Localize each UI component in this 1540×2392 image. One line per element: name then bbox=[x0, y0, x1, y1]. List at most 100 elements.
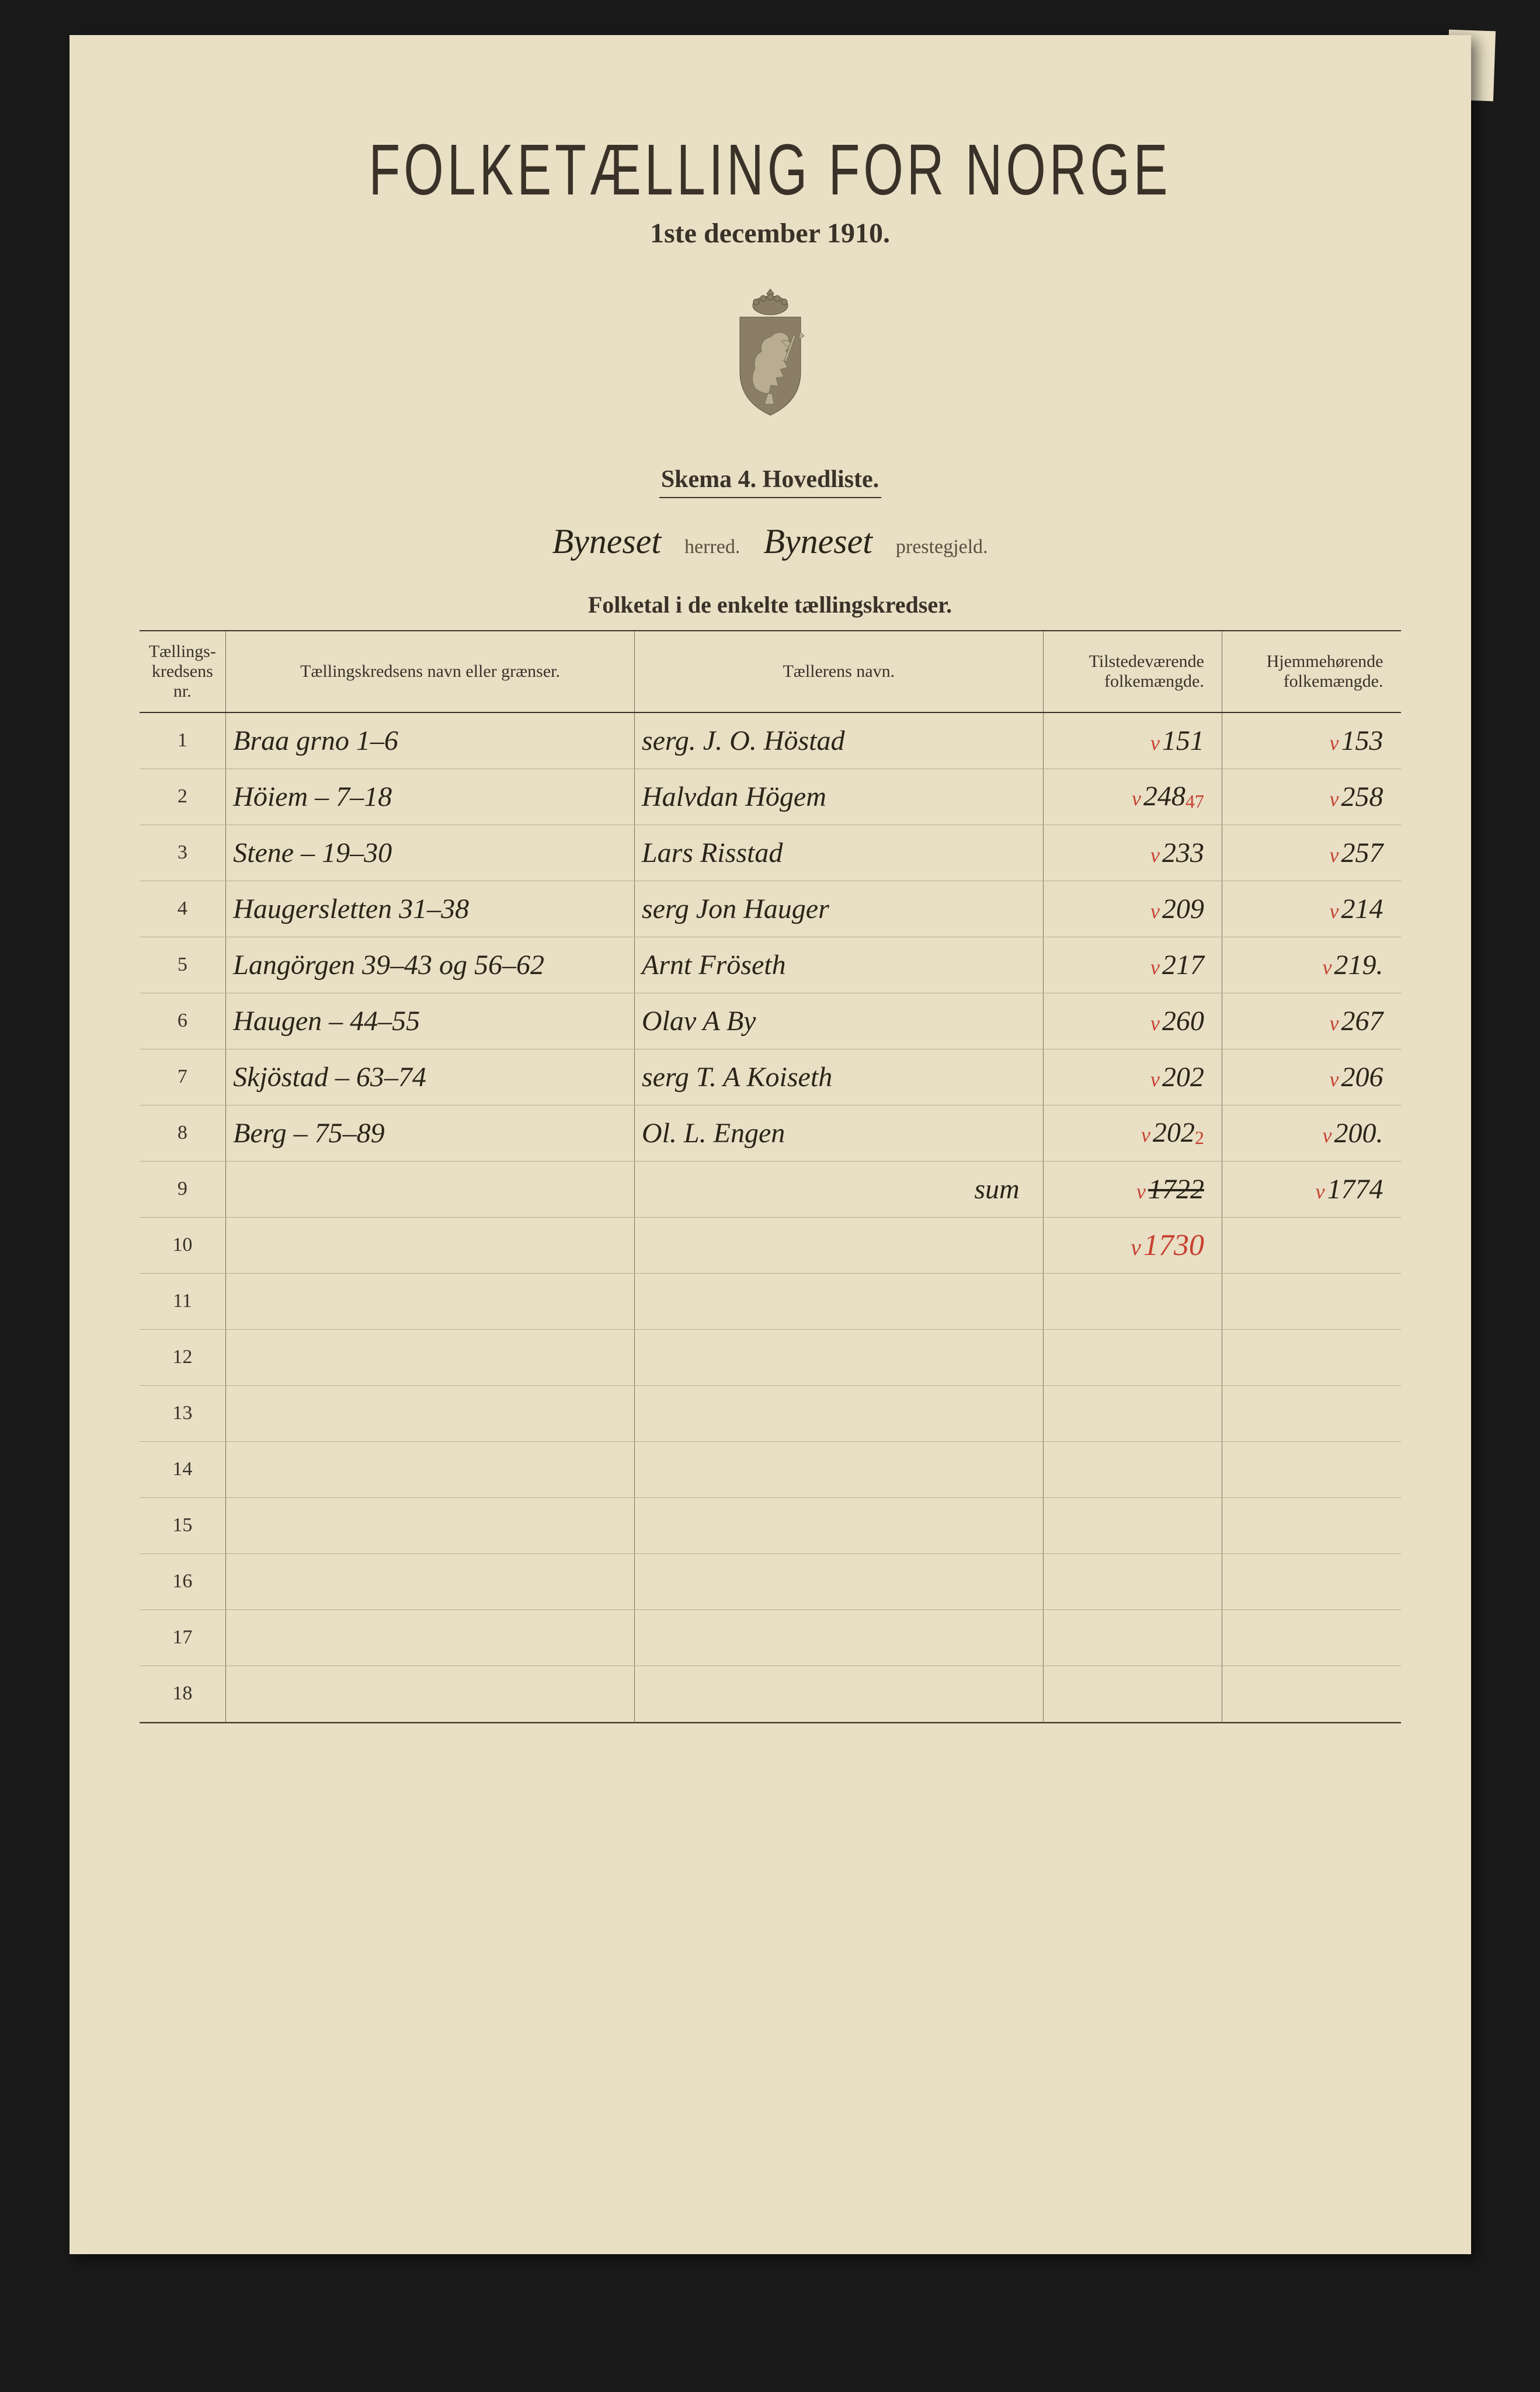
prestegjeld-label: prestegjeld. bbox=[896, 536, 988, 558]
cell-taeller: Arnt Fröseth bbox=[634, 937, 1043, 993]
page-title: FOLKETÆLLING FOR NORGE bbox=[140, 128, 1401, 212]
cell-nr: 5 bbox=[140, 937, 226, 993]
cell-name: Haugersletten 31–38 bbox=[226, 881, 635, 937]
table-row: 10v1730 bbox=[140, 1217, 1401, 1273]
cell-nr: 8 bbox=[140, 1105, 226, 1161]
table-row: 14 bbox=[140, 1441, 1401, 1497]
cell-hjemme bbox=[1222, 1329, 1400, 1385]
table-row: 3Stene – 19–30Lars Risstadv233v257 bbox=[140, 825, 1401, 881]
herred-label: herred. bbox=[684, 536, 740, 558]
col-header-taeller: Tællerens navn. bbox=[634, 631, 1043, 712]
cell-taeller: Halvdan Högem bbox=[634, 769, 1043, 825]
cell-hjemme bbox=[1222, 1217, 1400, 1273]
cell-tilstede: v1722 bbox=[1043, 1161, 1222, 1217]
table-row: 13 bbox=[140, 1385, 1401, 1441]
col-header-name: Tællingskredsens navn eller grænser. bbox=[226, 631, 635, 712]
cell-nr: 4 bbox=[140, 881, 226, 937]
cell-name bbox=[226, 1329, 635, 1385]
table-row: 2Höiem – 7–18Halvdan Högemv24847v258 bbox=[140, 769, 1401, 825]
cell-tilstede bbox=[1043, 1441, 1222, 1497]
cell-nr: 10 bbox=[140, 1217, 226, 1273]
cell-tilstede bbox=[1043, 1273, 1222, 1329]
cell-tilstede bbox=[1043, 1609, 1222, 1666]
census-page: FOLKETÆLLING FOR NORGE 1ste december 191… bbox=[69, 35, 1471, 2254]
cell-tilstede: v2022 bbox=[1043, 1105, 1222, 1161]
folketal-heading: Folketal i de enkelte tællingskredser. bbox=[140, 591, 1401, 618]
cell-taeller bbox=[634, 1666, 1043, 1722]
cell-taeller bbox=[634, 1217, 1043, 1273]
cell-hjemme: v206 bbox=[1222, 1049, 1400, 1105]
cell-tilstede: v233 bbox=[1043, 825, 1222, 881]
cell-hjemme: v219. bbox=[1222, 937, 1400, 993]
cell-hjemme bbox=[1222, 1666, 1400, 1722]
cell-name: Höiem – 7–18 bbox=[226, 769, 635, 825]
cell-name: Stene – 19–30 bbox=[226, 825, 635, 881]
col-header-hjemme: Hjemmehørende folkemængde. bbox=[1222, 631, 1400, 712]
cell-hjemme bbox=[1222, 1385, 1400, 1441]
cell-nr: 11 bbox=[140, 1273, 226, 1329]
cell-taeller: Olav A By bbox=[634, 993, 1043, 1049]
cell-name bbox=[226, 1553, 635, 1609]
cell-hjemme bbox=[1222, 1553, 1400, 1609]
coat-of-arms-icon bbox=[718, 284, 823, 419]
cell-hjemme bbox=[1222, 1273, 1400, 1329]
cell-hjemme bbox=[1222, 1441, 1400, 1497]
cell-name bbox=[226, 1161, 635, 1217]
cell-tilstede: v151 bbox=[1043, 712, 1222, 769]
prestegjeld-name: Byneset bbox=[763, 521, 872, 562]
schema-label: Skema 4. Hovedliste. bbox=[140, 465, 1401, 493]
table-row: 9sumv1722v1774 bbox=[140, 1161, 1401, 1217]
table-row: 5Langörgen 39–43 og 56–62Arnt Frösethv21… bbox=[140, 937, 1401, 993]
cell-taeller: Ol. L. Engen bbox=[634, 1105, 1043, 1161]
cell-hjemme: v153 bbox=[1222, 712, 1400, 769]
col-header-tilstede: Tilstedeværende folkemængde. bbox=[1043, 631, 1222, 712]
table-row: 1Braa grno 1–6serg. J. O. Höstadv151v153 bbox=[140, 712, 1401, 769]
cell-name bbox=[226, 1441, 635, 1497]
table-row: 7Skjöstad – 63–74serg T. A Koisethv202v2… bbox=[140, 1049, 1401, 1105]
cell-taeller bbox=[634, 1441, 1043, 1497]
cell-hjemme: v267 bbox=[1222, 993, 1400, 1049]
table-row: 15 bbox=[140, 1497, 1401, 1553]
cell-name: Braa grno 1–6 bbox=[226, 712, 635, 769]
cell-taeller: sum bbox=[634, 1161, 1043, 1217]
cell-name bbox=[226, 1385, 635, 1441]
cell-hjemme: v257 bbox=[1222, 825, 1400, 881]
cell-name bbox=[226, 1497, 635, 1553]
cell-name bbox=[226, 1217, 635, 1273]
cell-nr: 7 bbox=[140, 1049, 226, 1105]
cell-tilstede bbox=[1043, 1329, 1222, 1385]
table-row: 16 bbox=[140, 1553, 1401, 1609]
census-table: Tællings- kredsens nr. Tællingskredsens … bbox=[140, 631, 1401, 1722]
cell-nr: 15 bbox=[140, 1497, 226, 1553]
cell-taeller: Lars Risstad bbox=[634, 825, 1043, 881]
table-row: 4Haugersletten 31–38serg Jon Haugerv209v… bbox=[140, 881, 1401, 937]
cell-nr: 1 bbox=[140, 712, 226, 769]
table-row: 18 bbox=[140, 1666, 1401, 1722]
cell-nr: 14 bbox=[140, 1441, 226, 1497]
cell-hjemme: v214 bbox=[1222, 881, 1400, 937]
cell-nr: 9 bbox=[140, 1161, 226, 1217]
cell-tilstede: v209 bbox=[1043, 881, 1222, 937]
cell-taeller: serg T. A Koiseth bbox=[634, 1049, 1043, 1105]
cell-taeller: serg. J. O. Höstad bbox=[634, 712, 1043, 769]
cell-name bbox=[226, 1666, 635, 1722]
cell-taeller: serg Jon Hauger bbox=[634, 881, 1043, 937]
cell-tilstede: v24847 bbox=[1043, 769, 1222, 825]
herred-line: Byneset herred. Byneset prestegjeld. bbox=[140, 521, 1401, 562]
cell-tilstede: v217 bbox=[1043, 937, 1222, 993]
page-subtitle: 1ste december 1910. bbox=[140, 217, 1401, 249]
cell-name bbox=[226, 1273, 635, 1329]
schema-underline bbox=[659, 497, 881, 498]
cell-tilstede: v260 bbox=[1043, 993, 1222, 1049]
cell-name: Skjöstad – 63–74 bbox=[226, 1049, 635, 1105]
cell-taeller bbox=[634, 1497, 1043, 1553]
cell-nr: 3 bbox=[140, 825, 226, 881]
cell-nr: 6 bbox=[140, 993, 226, 1049]
cell-nr: 2 bbox=[140, 769, 226, 825]
cell-name bbox=[226, 1609, 635, 1666]
cell-nr: 17 bbox=[140, 1609, 226, 1666]
cell-taeller bbox=[634, 1553, 1043, 1609]
col-header-nr: Tællings- kredsens nr. bbox=[140, 631, 226, 712]
cell-name: Haugen – 44–55 bbox=[226, 993, 635, 1049]
cell-hjemme: v258 bbox=[1222, 769, 1400, 825]
